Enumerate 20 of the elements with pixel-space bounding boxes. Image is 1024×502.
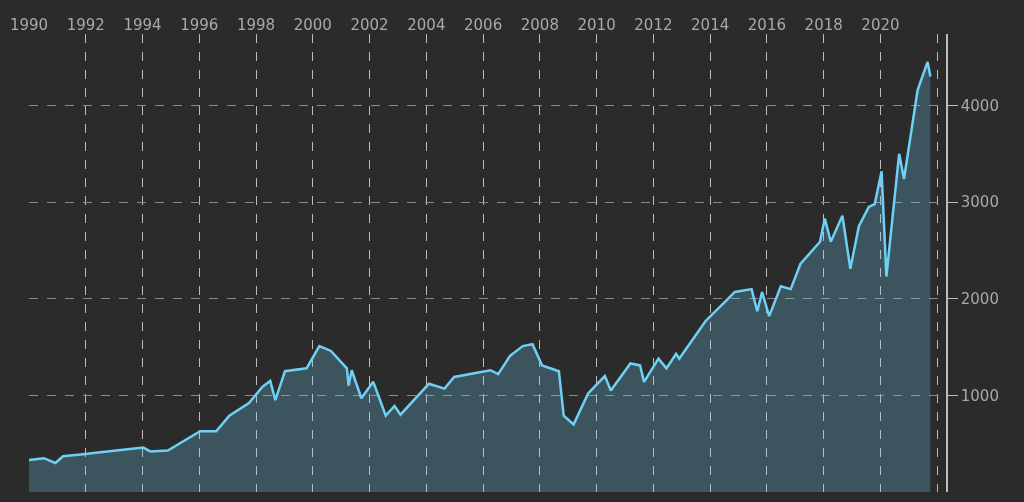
x-tick-label: 2006 [464, 16, 503, 34]
y-tick-label: 2000 [960, 290, 999, 308]
y-tick-label: 4000 [960, 96, 999, 115]
x-tick-label: 2012 [634, 16, 673, 34]
x-tick-label: 2018 [804, 16, 843, 34]
x-tick-label: 2000 [293, 16, 332, 34]
x-tick-label: 1998 [236, 16, 276, 34]
x-tick-label: 2020 [861, 16, 900, 34]
x-tick-label: 1990 [9, 16, 49, 34]
x-tick-label: 2004 [407, 16, 446, 34]
x-tick-label: 2014 [691, 16, 730, 34]
x-tick-label: 2010 [577, 16, 616, 34]
x-tick-label: 1992 [66, 16, 105, 34]
x-tick-label: 1996 [180, 16, 219, 34]
y-tick-label: 3000 [960, 193, 999, 212]
y-tick-label: 1000 [960, 386, 999, 405]
x-tick-label: 2002 [350, 16, 389, 34]
x-tick-label: 2016 [747, 16, 786, 34]
x-tick-label: 2008 [520, 16, 559, 34]
x-tick-label: 1994 [123, 16, 162, 34]
